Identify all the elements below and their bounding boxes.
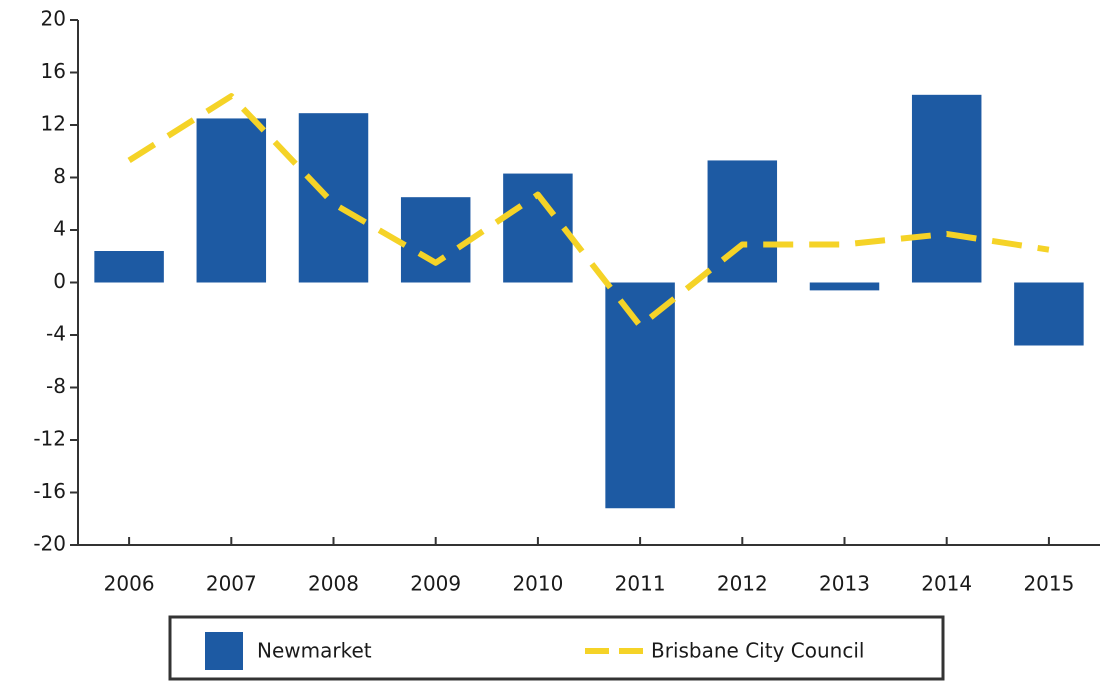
y-tick-label: -20 — [33, 532, 66, 556]
y-tick-label: -16 — [33, 479, 66, 503]
x-tick-label: 2009 — [410, 572, 461, 596]
x-tick-label: 2015 — [1023, 572, 1074, 596]
bar — [605, 282, 675, 509]
bar — [400, 197, 471, 283]
y-tick-label: -8 — [46, 374, 66, 398]
y-tick-label: -12 — [33, 427, 66, 451]
y-tick-label: 4 — [53, 217, 66, 241]
x-tick-label: 2012 — [717, 572, 768, 596]
line — [127, 93, 1050, 329]
x-tick-label: 2006 — [104, 572, 155, 596]
y-tick-label: -4 — [46, 322, 66, 346]
x-tick-label: 2008 — [308, 572, 359, 596]
legend-swatch — [205, 632, 243, 670]
x-tick-label: 2010 — [512, 572, 563, 596]
legend-label: Newmarket — [257, 639, 372, 663]
legend-label: Brisbane City Council — [651, 639, 864, 663]
bar — [94, 251, 164, 283]
y-tick-label: 20 — [41, 7, 66, 31]
bar — [503, 173, 573, 283]
bar — [196, 118, 267, 283]
bar — [1014, 282, 1084, 346]
y-tick-label: 0 — [53, 269, 66, 293]
bar — [298, 113, 369, 283]
bar — [809, 282, 880, 291]
bar — [707, 160, 778, 283]
x-tick-label: 2007 — [206, 572, 257, 596]
x-tick-label: 2014 — [921, 572, 972, 596]
y-tick-label: 8 — [53, 164, 66, 188]
x-tick-label: 2011 — [615, 572, 666, 596]
y-tick-label: 12 — [41, 112, 66, 136]
x-tick-label: 2013 — [819, 572, 870, 596]
y-tick-label: 16 — [41, 59, 66, 83]
bar — [911, 94, 982, 283]
legend-box — [168, 615, 945, 681]
